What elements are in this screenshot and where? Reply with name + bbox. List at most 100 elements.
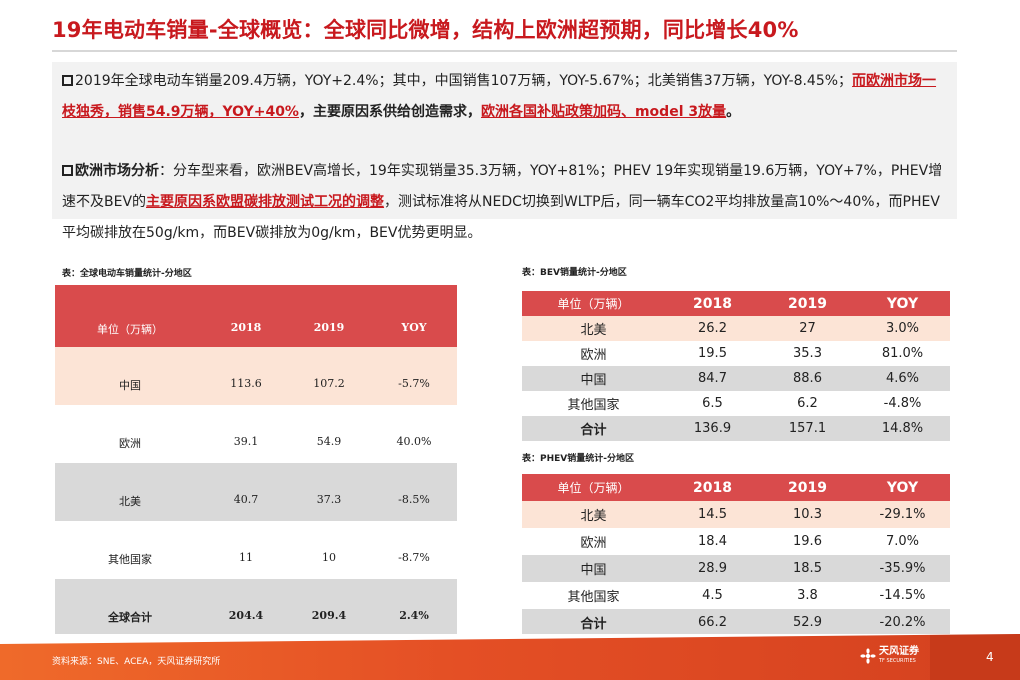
bold-text: 。 <box>726 104 741 120</box>
table-total-row: 合计 66.2 52.9 -20.2% <box>522 609 950 636</box>
logo-english-name: TF SECURITIES <box>879 658 916 664</box>
phev-sales-table: 单位（万辆） 2018 2019 YOY 北美 14.5 10.3 -29.1%… <box>522 474 950 636</box>
highlight-text: 主要原因系欧盟碳排放测试工况的调整 <box>146 194 385 210</box>
value-cell: -8.7% <box>398 551 430 564</box>
region-cell: 其他国家 <box>108 553 152 566</box>
slide-title: 19年电动车销量-全球概览：全球同比微增，结构上欧洲超预期，同比增长40% <box>52 18 799 42</box>
header-cell: 单位（万辆） <box>557 481 630 495</box>
value-cell: 35.3 <box>793 346 822 361</box>
region-cell: 中国 <box>580 563 607 578</box>
value-cell: 39.1 <box>233 435 259 448</box>
page-number: 4 <box>986 650 994 664</box>
summary-text: ，测试标准将从NEDC切换到WLTP后，同一辆车CO2平均排放量高10%～40%… <box>62 194 940 241</box>
header-cell: YOY <box>401 321 427 334</box>
region-cell: 其他国家 <box>567 590 620 605</box>
bold-text: ，主要原因系供给创造需求， <box>298 104 481 120</box>
value-cell: 107.2 <box>313 377 345 390</box>
table-row: 欧洲 39.1 54.9 40.0% <box>55 405 457 463</box>
footer-edge-shape <box>0 634 1020 644</box>
bev-sales-table: 单位（万辆） 2018 2019 YOY 北美 26.2 27 3.0% 欧洲 … <box>522 291 950 441</box>
table-row: 北美 40.7 37.3 -8.5% <box>55 463 457 521</box>
header-cell: 2018 <box>693 295 732 312</box>
value-cell: 136.9 <box>693 421 732 436</box>
table-row: 其他国家 11 10 -8.7% <box>55 521 457 579</box>
table-total-row: 合计 136.9 157.1 14.8% <box>522 416 950 441</box>
value-cell: 84.7 <box>698 371 727 386</box>
header-cell: 单位（万辆） <box>97 323 163 336</box>
value-cell: 4.5 <box>702 588 723 603</box>
value-cell: 10.3 <box>793 507 822 522</box>
value-cell: 37.3 <box>316 493 342 506</box>
table-header-row: 单位（万辆） 2018 2019 YOY <box>522 291 950 316</box>
value-cell: 14.8% <box>881 421 924 436</box>
value-cell: 19.6 <box>793 534 822 549</box>
value-cell: 10 <box>322 551 336 564</box>
table-row: 中国 28.9 18.5 -35.9% <box>522 555 950 582</box>
header-cell: 单位（万辆） <box>557 297 630 311</box>
value-cell: 204.4 <box>228 609 264 622</box>
global-ev-sales-table: 单位（万辆） 2018 2019 YOY 中国 113.6 107.2 -5.7… <box>55 285 457 637</box>
value-cell: 26.2 <box>698 321 727 336</box>
value-cell: 2.4% <box>399 609 429 622</box>
summary-paragraph-europe: 欧洲市场分析：分车型来看，欧洲BEV高增长，19年实现销量35.3万辆，YOY+… <box>62 156 950 249</box>
region-cell: 欧洲 <box>119 437 141 450</box>
summary-text: 2019年全球电动车销量209.4万辆，YOY+2.4%；其中，中国销售107万… <box>75 73 853 89</box>
table-header-row: 单位（万辆） 2018 2019 YOY <box>522 474 950 501</box>
value-cell: -29.1% <box>879 507 926 522</box>
value-cell: -5.7% <box>398 377 430 390</box>
table-row: 北美 14.5 10.3 -29.1% <box>522 501 950 528</box>
value-cell: 3.8 <box>797 588 818 603</box>
value-cell: 66.2 <box>698 615 727 630</box>
region-cell: 全球合计 <box>108 611 152 624</box>
value-cell: 6.5 <box>702 396 723 411</box>
summary-text: ：分车型来看，欧洲BEV高增长，19年实现销量35.3万辆，YOY+81%；PH… <box>62 163 943 210</box>
value-cell: 3.0% <box>885 321 920 336</box>
value-cell: -4.8% <box>883 396 922 411</box>
table-row: 其他国家 4.5 3.8 -14.5% <box>522 582 950 609</box>
value-cell: 14.5 <box>698 507 727 522</box>
value-cell: -14.5% <box>879 588 926 603</box>
region-cell: 欧洲 <box>580 536 607 551</box>
region-cell: 中国 <box>580 373 607 388</box>
phev-table-caption: 表：PHEV销量统计-分地区 <box>522 454 634 464</box>
header-cell: 2019 <box>788 295 827 312</box>
region-cell: 合计 <box>580 423 607 438</box>
region-cell: 其他国家 <box>567 398 620 413</box>
value-cell: 11 <box>239 551 253 564</box>
title-divider <box>52 50 957 52</box>
value-cell: 4.6% <box>885 371 920 386</box>
value-cell: 27 <box>799 321 816 336</box>
table-row: 中国 113.6 107.2 -5.7% <box>55 347 457 405</box>
summary-paragraph-global: 2019年全球电动车销量209.4万辆，YOY+2.4%；其中，中国销售107万… <box>62 66 950 128</box>
value-cell: -8.5% <box>398 493 430 506</box>
value-cell: 88.6 <box>793 371 822 386</box>
header-cell: YOY <box>886 479 919 496</box>
region-cell: 北美 <box>580 509 607 524</box>
value-cell: 6.2 <box>797 396 818 411</box>
value-cell: -35.9% <box>879 561 926 576</box>
value-cell: 18.4 <box>698 534 727 549</box>
table-row: 北美 26.2 27 3.0% <box>522 316 950 341</box>
table-row: 欧洲 19.5 35.3 81.0% <box>522 341 950 366</box>
table-row: 中国 84.7 88.6 4.6% <box>522 366 950 391</box>
header-cell: 2018 <box>230 321 262 334</box>
region-cell: 中国 <box>119 379 141 392</box>
region-cell: 欧洲 <box>580 348 607 363</box>
value-cell: 40.7 <box>233 493 259 506</box>
value-cell: 7.0% <box>885 534 920 549</box>
region-cell: 合计 <box>580 617 607 632</box>
value-cell: 40.0% <box>396 435 432 448</box>
value-cell: 19.5 <box>698 346 727 361</box>
table-row: 欧洲 18.4 19.6 7.0% <box>522 528 950 555</box>
header-cell: 2018 <box>693 479 732 496</box>
hollow-square-bullet-icon <box>62 165 73 176</box>
value-cell: 157.1 <box>788 421 827 436</box>
logo-chinese-name: 天风证券 <box>879 646 919 657</box>
highlight-text: 欧洲各国补贴政策加码、model 3放量 <box>480 104 727 120</box>
summary-box: 2019年全球电动车销量209.4万辆，YOY+2.4%；其中，中国销售107万… <box>52 62 957 241</box>
value-cell: 18.5 <box>793 561 822 576</box>
header-cell: YOY <box>886 295 919 312</box>
value-cell: -20.2% <box>879 615 926 630</box>
source-note: 资料来源：SNE、ACEA，天风证券研究所 <box>52 657 221 667</box>
region-cell: 北美 <box>119 495 141 508</box>
